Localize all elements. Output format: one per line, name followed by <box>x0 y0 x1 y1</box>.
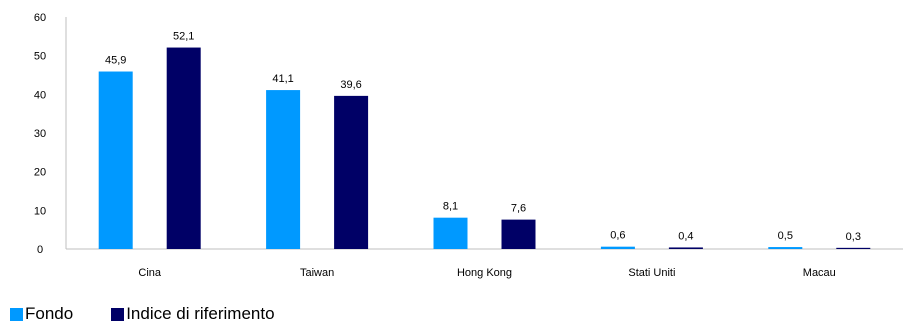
data-label: 39,6 <box>340 79 361 91</box>
data-label: 0,6 <box>610 230 625 242</box>
y-tick-label: 50 <box>34 51 46 63</box>
legend-swatch-fondo <box>10 307 23 321</box>
bar <box>501 219 536 249</box>
data-label: 52,1 <box>173 31 194 43</box>
data-label: 45,9 <box>105 55 126 67</box>
data-label: 7,6 <box>511 203 526 215</box>
bar <box>668 247 703 249</box>
bar <box>98 71 133 250</box>
x-tick-label: Cina <box>138 267 162 279</box>
x-tick-label: Hong Kong <box>457 267 512 279</box>
y-tick-label: 10 <box>34 205 46 217</box>
data-label: 0,5 <box>778 230 793 242</box>
x-tick-label: Stati Uniti <box>628 267 675 279</box>
chart-legend: Fondo Indice di riferimento <box>10 304 313 324</box>
y-tick-label: 30 <box>34 128 46 140</box>
data-label: 8,1 <box>443 201 458 213</box>
bar <box>433 217 468 249</box>
legend-label-indice: Indice di riferimento <box>126 304 275 323</box>
bar <box>600 246 635 249</box>
x-tick-label: Macau <box>803 267 836 279</box>
bar-chart: 0 10 20 30 40 50 60 45,9 52,1 Cina 41,1 39,6 Taiwan 8… <box>34 12 903 279</box>
bar <box>266 90 301 249</box>
data-label: 0,4 <box>678 230 693 242</box>
bar <box>166 47 201 250</box>
bar <box>768 247 803 249</box>
bar <box>334 95 369 249</box>
x-tick-label: Taiwan <box>300 267 334 279</box>
bar <box>836 247 871 249</box>
y-tick-label: 40 <box>34 89 46 101</box>
y-tick-label: 60 <box>34 12 46 24</box>
legend-swatch-indice <box>111 307 125 321</box>
legend-label-fondo: Fondo <box>25 304 74 323</box>
y-tick-label: 20 <box>34 167 46 179</box>
data-label: 41,1 <box>272 73 293 85</box>
legend-item-indice: Indice di riferimento <box>111 304 275 324</box>
data-label: 0,3 <box>846 231 861 243</box>
legend-item-fondo: Fondo <box>10 304 73 324</box>
y-tick-label: 0 <box>37 244 43 256</box>
